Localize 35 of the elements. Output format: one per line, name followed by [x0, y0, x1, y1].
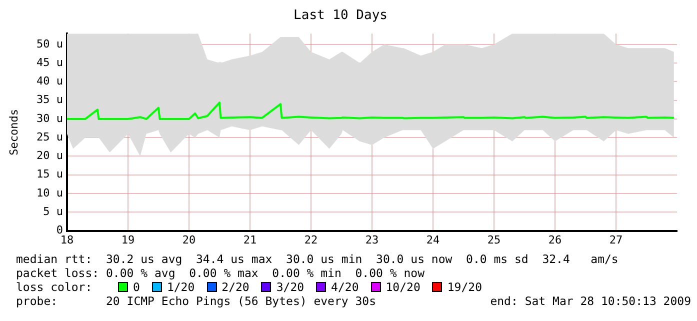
text: loss color: — [16, 280, 94, 294]
y-tick-label: 35 u — [36, 93, 63, 106]
y-tick-label: 10 u — [36, 186, 63, 200]
text: 19/20 — [447, 280, 482, 294]
x-tick-label: 25 — [487, 233, 501, 246]
x-tick-label: 20 — [182, 233, 196, 246]
text: 1/20 — [166, 280, 195, 294]
y-axis-title: Seconds — [7, 109, 20, 156]
text: probe: 20 ICMP Echo Pings (56 Bytes) every 30s — [16, 294, 376, 308]
x-tick-label: 26 — [548, 233, 562, 246]
y-tick-label: 5 u — [43, 205, 63, 218]
text: packet loss: 0.00 % avg 0.00 % max 0.00 % min 0.00 % now — [16, 266, 424, 280]
x-tick-label: 19 — [121, 233, 135, 246]
text: 4/20 — [331, 280, 359, 294]
x-tick-label: 21 — [243, 233, 257, 246]
y-tick-label: 40 u — [36, 74, 63, 88]
text: median rtt: 30.2 us avg 34.4 us max 30.0 us min 30.0 us now 0.0 ms sd 32.4 am/s — [16, 252, 618, 266]
y-tick-label: 30 u — [36, 112, 63, 125]
x-tick-label: 27 — [609, 233, 623, 246]
text: end: Sat Mar 28 10:50:13 2009 — [490, 294, 691, 308]
text: 0 — [133, 280, 140, 294]
x-tick-label: 23 — [365, 233, 379, 246]
text: 2/20 — [222, 280, 250, 294]
x-tick-label: 18 — [60, 233, 74, 246]
y-tick-label: 50 u — [36, 37, 63, 50]
y-tick-label: 20 u — [36, 149, 63, 162]
chart-title: Last 10 Days — [294, 8, 388, 24]
text: 3/20 — [276, 280, 304, 294]
text: 10/20 — [386, 280, 420, 294]
x-tick-label: 22 — [304, 233, 318, 246]
y-tick-label: 25 u — [36, 130, 63, 144]
x-tick-label: 24 — [426, 233, 440, 246]
y-tick-label: 45 u — [36, 56, 63, 69]
y-tick-label: 0 — [56, 224, 63, 237]
y-tick-label: 15 u — [36, 168, 63, 181]
